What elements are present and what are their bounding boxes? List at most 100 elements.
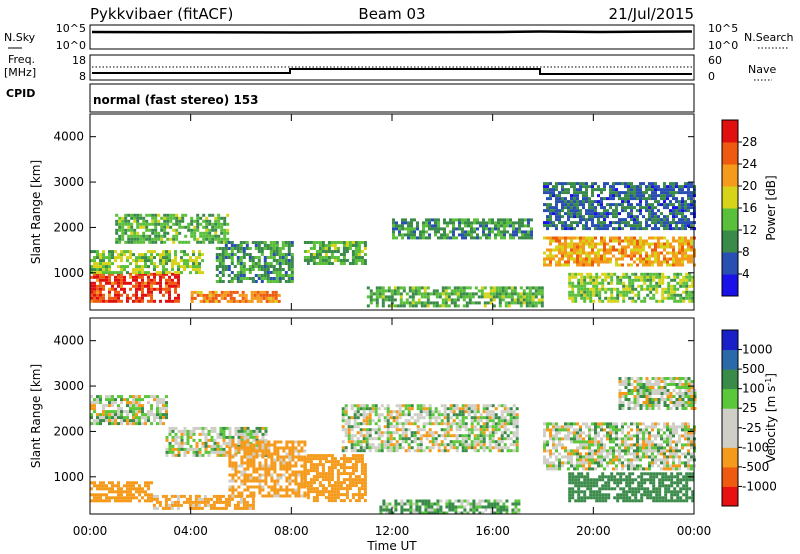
- data-cell: [426, 301, 430, 305]
- data-cell: [660, 218, 663, 222]
- data-cell: [155, 497, 159, 501]
- data-cell: [141, 299, 144, 303]
- data-cell: [207, 432, 211, 436]
- data-cell: [524, 224, 527, 228]
- data-cell: [491, 434, 495, 438]
- data-cell: [600, 260, 603, 264]
- data-cell: [389, 440, 393, 444]
- data-cell: [242, 268, 246, 271]
- data-cell: [494, 413, 498, 417]
- data-cell: [198, 432, 202, 436]
- data-cell: [130, 225, 134, 229]
- data-cell: [410, 440, 414, 444]
- data-cell: [453, 286, 457, 290]
- data-cell: [437, 443, 441, 447]
- data-cell: [467, 218, 470, 222]
- data-cell: [156, 271, 159, 275]
- data-cell: [186, 253, 189, 257]
- data-cell: [237, 438, 241, 442]
- data-cell: [269, 277, 273, 280]
- data-cell: [132, 284, 135, 288]
- data-cell: [251, 277, 255, 280]
- data-cell: [502, 502, 506, 506]
- data-cell: [215, 280, 219, 283]
- data-cell: [213, 444, 217, 448]
- data-cell: [428, 236, 431, 240]
- data-cell: [228, 485, 232, 489]
- data-cell: [425, 218, 428, 222]
- data-cell: [567, 203, 570, 207]
- data-cell: [196, 293, 200, 297]
- data-cell: [452, 410, 456, 414]
- data-cell: [603, 188, 606, 192]
- data-cell: [263, 247, 267, 250]
- data-cell: [132, 401, 135, 405]
- data-cell: [111, 256, 114, 260]
- data-cell: [489, 301, 493, 305]
- data-cell: [333, 247, 337, 250]
- data-cell: [126, 496, 129, 500]
- data-cell: [117, 407, 120, 411]
- data-cell: [250, 299, 254, 303]
- data-cell: [126, 413, 129, 417]
- data-cell: [618, 248, 621, 252]
- data-cell: [573, 206, 576, 210]
- data-cell: [96, 290, 99, 294]
- data-cell: [281, 244, 285, 247]
- data-cell: [117, 253, 120, 257]
- data-cell: [570, 254, 573, 258]
- data-cell: [236, 500, 240, 504]
- data-cell: [207, 444, 211, 448]
- data-cell: [220, 293, 224, 297]
- data-cell: [348, 466, 352, 470]
- data-cell: [595, 278, 599, 282]
- data-cell: [336, 493, 340, 497]
- data-cell: [102, 268, 105, 272]
- data-cell: [356, 422, 360, 426]
- data-cell: [381, 301, 385, 305]
- data-cell: [461, 236, 464, 240]
- data-cell: [168, 450, 172, 454]
- data-cell: [449, 440, 453, 444]
- data-cell: [631, 278, 635, 282]
- data-cell: [512, 230, 515, 234]
- data-cell: [446, 443, 450, 447]
- data-cell: [362, 413, 366, 417]
- data-cell: [633, 251, 636, 255]
- data-cell: [491, 416, 495, 420]
- data-cell: [186, 429, 190, 433]
- data-cell: [420, 304, 424, 308]
- data-cell: [309, 484, 313, 488]
- data-cell: [132, 481, 135, 485]
- data-cell: [503, 233, 506, 237]
- data-cell: [639, 206, 642, 210]
- data-cell: [256, 293, 260, 297]
- data-cell: [615, 248, 618, 252]
- data-cell: [191, 500, 195, 504]
- data-cell: [655, 275, 659, 279]
- data-cell: [267, 449, 271, 453]
- data-cell: [156, 401, 159, 405]
- data-cell: [519, 292, 523, 296]
- data-cell: [488, 437, 492, 441]
- data-cell: [229, 296, 233, 300]
- data-cell: [658, 281, 662, 285]
- data-cell: [342, 253, 346, 256]
- data-cell: [498, 286, 502, 290]
- data-cell: [333, 493, 337, 497]
- data-cell: [666, 218, 669, 222]
- data-cell: [344, 407, 348, 411]
- data-cell: [249, 446, 253, 450]
- data-cell: [648, 242, 651, 246]
- data-cell: [207, 429, 211, 433]
- data-cell: [374, 410, 378, 414]
- data-cell: [327, 490, 331, 494]
- data-cell: [404, 422, 408, 426]
- data-cell: [258, 426, 262, 430]
- data-cell: [461, 437, 465, 441]
- data-cell: [574, 299, 578, 303]
- data-cell: [199, 222, 203, 226]
- data-cell: [240, 479, 244, 483]
- data-cell: [518, 224, 521, 228]
